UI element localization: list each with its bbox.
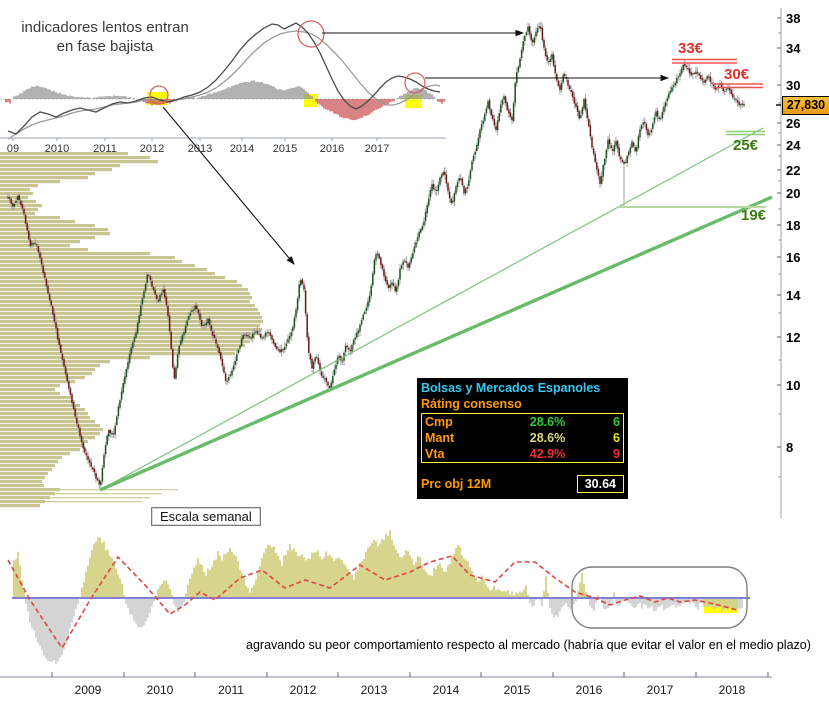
inset-year-label: 2016: [320, 143, 344, 155]
trendline-thick: [99, 195, 773, 492]
consensus-info-box: Bolsas y Mercados Espanoles Ráting conse…: [417, 378, 628, 499]
inset-year-label: 09: [7, 143, 19, 155]
price-annotation-19: 19€: [741, 207, 767, 224]
volume-profile: [0, 152, 263, 508]
price-annotation-33: 33€: [678, 40, 704, 57]
row-label: Cmp: [425, 415, 453, 429]
bottom-highlight: [704, 597, 738, 613]
inset-indicator: 09 2010 2011 2012 2013 2014 2015 2016 2017: [0, 20, 446, 155]
price-annotation-30: 30€: [724, 66, 750, 83]
slow-stochastic-main: [7, 22, 441, 135]
year-label: 2015: [504, 683, 531, 697]
inset-year-label: 2012: [140, 143, 164, 155]
scale-label: Escala semanal: [151, 507, 261, 526]
inset-year-label: 2015: [273, 143, 297, 155]
info-box-subtitle: Ráting consenso: [421, 397, 522, 411]
year-label: 2012: [290, 683, 317, 697]
price-tick-label: 14: [786, 288, 801, 303]
price-tick-label: 22: [786, 163, 800, 178]
row-label: Mant: [425, 431, 455, 445]
slow-stochastic-signal: [7, 30, 441, 140]
year-label: 2016: [576, 683, 603, 697]
year-label: 2010: [147, 683, 174, 697]
top-annotation: indicadores lentos entran en fase bajist…: [14, 18, 196, 56]
price-annotation-25: 25€: [733, 137, 759, 154]
price-tick-label: 26: [786, 116, 800, 131]
year-label: 2009: [75, 683, 102, 697]
annotation-arrows: [162, 29, 670, 265]
info-box-title: Bolsas y Mercados Espanoles: [421, 381, 601, 395]
bottom-indicator: [7, 530, 750, 665]
inset-year-label: 2017: [365, 143, 389, 155]
price-tick-label: 10: [786, 378, 800, 393]
table-row: Vta 42.9% 9: [422, 446, 623, 462]
inset-year-label: 2014: [230, 143, 254, 155]
top-annotation-line1: indicadores lentos entran: [21, 19, 189, 36]
year-label: 2014: [433, 683, 460, 697]
year-label: 2011: [218, 683, 244, 697]
price-target-label: Prc obj 12M: [421, 477, 492, 491]
candlestick-series: [7, 21, 745, 489]
price-tick-label: 16: [786, 250, 800, 265]
price-tick-label: 24: [786, 138, 801, 153]
year-label: 2018: [719, 683, 746, 697]
row-percent: 28.6%: [529, 415, 566, 429]
year-label: 2013: [361, 683, 388, 697]
crossover-circle: [297, 20, 325, 48]
row-count: 6: [613, 431, 620, 445]
row-percent: 28.6%: [529, 431, 566, 445]
price-target-row: Prc obj 12M 30.64: [421, 474, 624, 494]
table-row: Mant 28.6% 6: [422, 430, 623, 446]
table-row: Cmp 28.6% 6: [422, 414, 623, 430]
last-price-tag: 27,830: [782, 96, 829, 115]
price-tick-label: 34: [786, 41, 801, 56]
bottom-annotation: agravando su peor comportamiento respect…: [246, 638, 811, 652]
time-axis: 2009 2010 2011 2012 2013 2014 2015 2016 2017 2018: [0, 672, 772, 697]
price-tick-label: 18: [786, 218, 800, 233]
row-percent: 42.9%: [529, 447, 566, 461]
price-axis: 38 34 30 26 24 22 20 18 16 14 12 10 8: [776, 8, 801, 518]
relative-strength-signal: [7, 555, 738, 650]
top-annotation-line2: en fase bajista: [56, 38, 154, 55]
crossover-circle: [149, 85, 169, 105]
consensus-table: Cmp 28.6% 6 Mant 28.6% 6 Vta 42.9% 9: [421, 413, 624, 463]
inset-year-label: 2011: [93, 143, 117, 155]
price-tick-label: 30: [786, 78, 800, 93]
trendlines: [99, 58, 773, 492]
annotation-arrow: [162, 106, 295, 265]
crossover-circle: [404, 72, 426, 94]
weakness-highlight-box: [571, 566, 748, 629]
inset-year-label: 2013: [188, 143, 212, 155]
trendline-thin: [99, 127, 764, 491]
price-target-value: 30.64: [576, 475, 624, 493]
inset-year-label: 2010: [45, 143, 69, 155]
year-label: 2017: [647, 683, 674, 697]
row-count: 9: [613, 447, 620, 461]
row-label: Vta: [425, 447, 445, 461]
price-tick-label: 38: [786, 11, 800, 26]
price-tick-label: 20: [786, 186, 800, 201]
row-count: 6: [613, 415, 620, 429]
price-tick-label: 8: [786, 440, 793, 455]
price-tick-label: 12: [786, 330, 800, 345]
